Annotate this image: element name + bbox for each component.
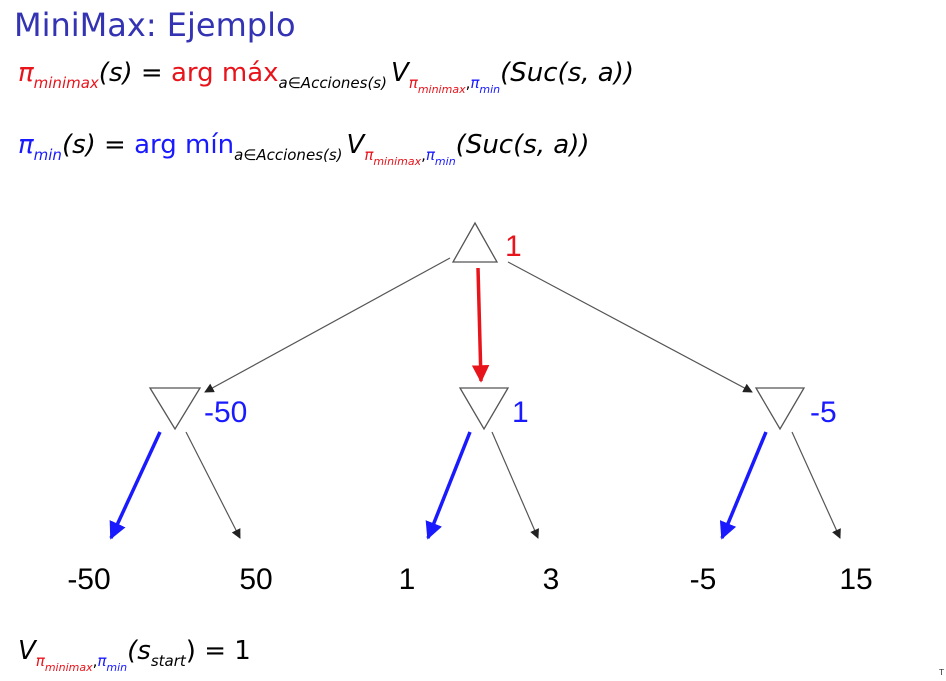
edge-root-to-min-2 [471, 267, 490, 383]
leaf-value: -5 [690, 563, 717, 596]
value-sub-comma: , [465, 74, 471, 92]
value-sub-pi-b-sub: min [106, 661, 128, 674]
value-sub-pi-b-sub: min [479, 83, 501, 96]
edge-min-1-to-leaf-1 [109, 431, 162, 540]
pi-subscript: min [33, 146, 62, 164]
edge-root-to-min-1 [204, 257, 451, 393]
min-node-1-triangle [148, 387, 202, 431]
pi-symbol: π [18, 130, 34, 160]
formula-start-value: Vπminimax,πmin(sstart) = 1 [18, 638, 251, 673]
successor-call: (Suc(s, a)) [455, 130, 590, 160]
operator: arg mín [134, 130, 235, 160]
min-node-3-value: -5 [810, 396, 837, 429]
leaf-value: 50 [239, 563, 272, 596]
value-sub-pi-a: π [408, 74, 418, 92]
value-symbol: V [390, 58, 409, 88]
operator-subscript: a∈Acciones(s) [234, 146, 343, 164]
value-sub-pi-a-sub: minimax [417, 83, 466, 96]
state-subscript: start [150, 652, 186, 670]
formula-min-policy: πmin(s) = arg mína∈Acciones(s) Vπminimax,… [18, 132, 590, 167]
leaf-value: -50 [67, 563, 110, 596]
value-sub-pi-b-sub: min [434, 155, 456, 168]
edge-min-1-to-leaf-2 [185, 431, 241, 539]
min-node-2-triangle [458, 387, 510, 431]
value-sub-pi-a: π [364, 146, 374, 164]
leaf-value: 1 [399, 563, 416, 596]
state-open: (s [127, 636, 151, 666]
edge-min-2-to-leaf-4 [491, 431, 539, 539]
max-node-triangle [451, 221, 499, 263]
value-sub-pi-b: π [97, 652, 107, 670]
value-sub-pi-a-sub: minimax [373, 155, 422, 168]
value-sub-pi-b: π [425, 146, 435, 164]
successor-call: (Suc(s, a)) [500, 58, 634, 88]
edge-min-3-to-leaf-5 [719, 431, 768, 540]
argument: (s) = [61, 130, 135, 160]
equals-value: ) = 1 [185, 636, 251, 666]
pi-subscript: minimax [33, 74, 99, 92]
argument: (s) = [98, 58, 171, 88]
slide-title: MiniMax: Ejemplo [14, 6, 296, 44]
corner-mark: T [939, 668, 944, 677]
edge-min-3-to-leaf-6 [791, 431, 841, 539]
value-symbol: V [18, 636, 36, 666]
operator-subscript: a∈Acciones(s) [278, 74, 387, 92]
min-node-2-value: 1 [512, 396, 529, 429]
min-node-1-value: -50 [204, 396, 247, 429]
pi-symbol: π [18, 58, 34, 88]
value-sub-comma: , [421, 146, 426, 164]
value-sub-comma: , [92, 652, 98, 670]
edge-min-2-to-leaf-3 [425, 431, 472, 540]
value-sub-pi-a: π [35, 652, 45, 670]
formula-max-policy: πminimax(s) = arg máxa∈Acciones(s) Vπmini… [18, 60, 634, 95]
value-symbol: V [346, 130, 365, 160]
leaf-value: 3 [543, 563, 560, 596]
value-sub-pi-a-sub: minimax [44, 661, 93, 674]
min-node-3-triangle [754, 387, 806, 431]
edge-root-to-min-3 [507, 261, 753, 393]
root-value: 1 [505, 230, 522, 263]
value-sub-pi-b: π [470, 74, 480, 92]
leaf-value: 15 [839, 563, 872, 596]
operator: arg máx [170, 58, 279, 88]
